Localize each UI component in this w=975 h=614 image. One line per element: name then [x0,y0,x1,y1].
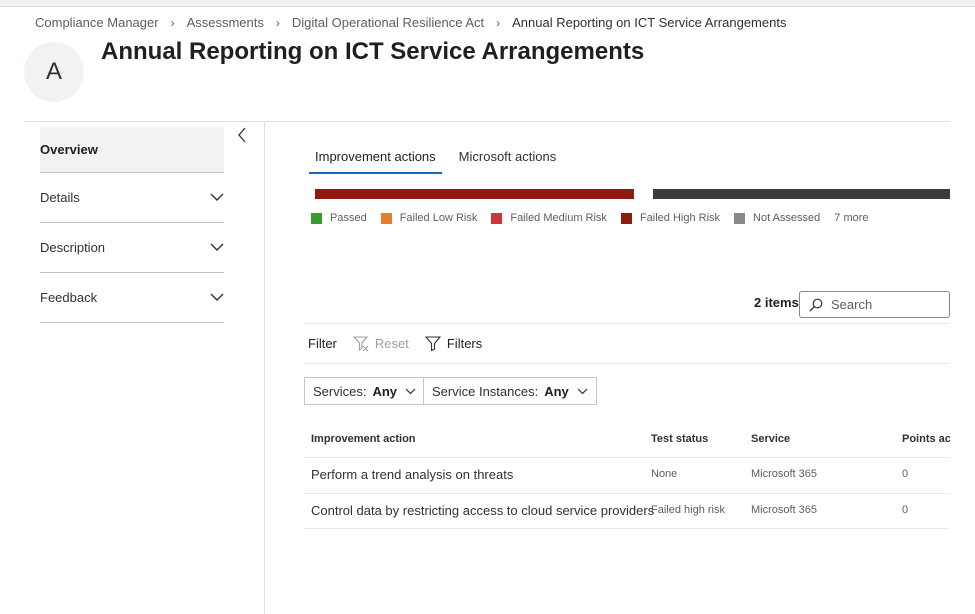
legend-passed: Passed [311,212,367,224]
table-row-service: Microsoft 365 [751,468,818,480]
clear-filter-icon [352,336,369,351]
sidebar-divider [264,122,265,614]
dropdown-value: Any [372,383,398,399]
chevron-left-icon [238,127,246,143]
filter-label: Filter [308,336,337,351]
filter-divider [304,323,950,324]
service-instances-dropdown[interactable]: Service Instances: Any [423,377,597,405]
table-divider [304,457,950,458]
breadcrumb-regulation[interactable]: Digital Operational Resilience Act [291,15,485,30]
legend-failed-high-risk: Failed High Risk [620,212,721,224]
status-legend: Passed Failed Low Risk Failed Medium Ris… [311,212,869,224]
search-input[interactable] [829,296,943,313]
page-title: Annual Reporting on ICT Service Arrangem… [101,38,645,65]
header-divider [24,121,950,122]
status-bar-failed-high-risk[interactable] [315,189,634,199]
tab-list: Improvement actions Microsoft actions [309,146,573,174]
legend-label: Not Assessed [753,212,821,224]
table-row-points: 0 [902,468,909,480]
search-box[interactable] [799,291,950,318]
breadcrumb-chevron-icon: › [496,15,501,30]
breadcrumb: Compliance Manager › Assessments › Digit… [35,15,786,30]
dropdown-label: Service Instances: [432,383,539,399]
reset-button[interactable]: Reset [352,336,409,351]
legend-swatch [491,212,503,224]
breadcrumb-compliance-manager[interactable]: Compliance Manager [35,15,159,30]
sidebar-item-description[interactable]: Description [40,223,224,273]
tab-microsoft-actions[interactable]: Microsoft actions [458,149,557,164]
dropdown-value: Any [544,383,569,399]
filter-divider [304,363,950,364]
legend-swatch [620,212,632,224]
table-row-points: 0 [902,504,909,516]
sidebar-item-label: Overview [40,142,98,157]
filters-label: Filters [446,336,483,351]
legend-label: Failed High Risk [639,212,721,224]
tab-improvement-actions[interactable]: Improvement actions [309,146,442,174]
legend-failed-low-risk: Failed Low Risk [380,212,478,224]
items-count: 2 items [754,295,799,310]
filters-button[interactable]: Filters [424,336,483,351]
chevron-down-icon [210,293,224,301]
sidebar-item-label: Description [40,240,106,255]
sidebar-item-label: Feedback [40,290,98,305]
avatar: A [24,42,84,102]
breadcrumb-chevron-icon: › [170,15,175,30]
table-divider [304,528,950,529]
breadcrumb-current: Annual Reporting on ICT Service Arrangem… [512,15,787,30]
legend-swatch [311,212,322,224]
reset-label: Reset [374,336,409,351]
legend-label: Failed Low Risk [399,212,478,224]
search-icon [809,298,823,311]
chevron-down-icon [405,388,416,394]
chevron-down-icon [210,243,224,251]
chevron-down-icon [577,388,588,394]
column-header-test-status[interactable]: Test status [651,433,709,445]
table-row-status: None [651,468,678,480]
table-row-action-link[interactable]: Control data by restricting access to cl… [311,503,655,518]
legend-label: Passed [330,212,367,224]
chevron-down-icon [210,193,224,201]
collapse-sidebar-button[interactable] [233,126,251,144]
legend-label: Failed Medium Risk [510,212,607,224]
services-dropdown[interactable]: Services: Any [304,377,426,405]
table-row-action-link[interactable]: Perform a trend analysis on threats [311,467,514,482]
filter-icon [424,336,441,351]
column-header-improvement-action[interactable]: Improvement action [311,433,416,445]
column-header-service[interactable]: Service [751,433,791,445]
sidebar-item-details[interactable]: Details [40,173,224,223]
dropdown-label: Services: [313,383,367,399]
breadcrumb-assessments[interactable]: Assessments [186,15,264,30]
top-strip [0,0,975,7]
table-row-service: Microsoft 365 [751,504,818,516]
legend-more-button[interactable]: 7 more [834,212,869,224]
legend-swatch [734,212,746,224]
table-divider [304,493,950,494]
sidebar-item-overview[interactable]: Overview [40,127,224,173]
sidebar-item-label: Details [40,190,80,205]
status-bar-not-assessed[interactable] [653,189,950,199]
filter-toolbar: Filter Reset Filters [308,336,482,351]
legend-not-assessed: Not Assessed [734,212,820,224]
table-row-status: Failed high risk [651,504,725,516]
avatar-letter: A [45,58,62,85]
legend-failed-medium-risk: Failed Medium Risk [491,212,607,224]
breadcrumb-chevron-icon: › [275,15,280,30]
legend-swatch [380,212,392,224]
sidebar-item-feedback[interactable]: Feedback [40,273,224,323]
column-header-points[interactable]: Points achi [902,433,950,445]
